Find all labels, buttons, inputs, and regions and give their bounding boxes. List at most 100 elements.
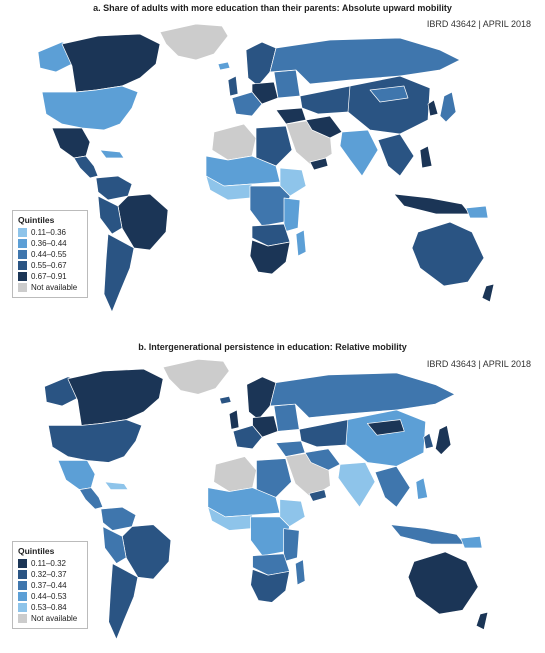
legend-label: 0.53–0.84: [31, 603, 67, 612]
region-scandinavia: [245, 41, 277, 87]
region-canada: [67, 368, 164, 426]
region-eastern-europe: [273, 403, 300, 432]
legend-item: 0.44–0.55: [18, 249, 82, 260]
map-panel-b: b. Intergenerational persistence in educ…: [0, 336, 545, 653]
region-southeast-asia: [374, 465, 411, 508]
region-indonesia: [393, 193, 471, 215]
legend-item: 0.11–0.32: [18, 558, 82, 569]
legend-swatch: [18, 261, 27, 270]
legend-swatch: [18, 581, 27, 590]
region-uk: [228, 409, 240, 430]
region-central-america: [79, 487, 104, 510]
legend-item: 0.55–0.67: [18, 260, 82, 271]
region-korea: [427, 99, 439, 117]
region-southern-cone: [103, 233, 135, 313]
region-canada: [61, 33, 161, 93]
legend-label: 0.36–0.44: [31, 239, 67, 248]
region-east-africa: [283, 528, 300, 562]
legend-label: 0.32–0.37: [31, 570, 67, 579]
region-mongolia: [369, 85, 409, 103]
region-iceland: [217, 61, 231, 71]
region-yemen: [309, 157, 329, 171]
legend-swatch: [18, 239, 27, 248]
region-japan: [439, 91, 457, 123]
region-china: [347, 75, 431, 135]
region-korea: [423, 432, 434, 450]
region-north-africa-east: [256, 458, 292, 498]
legend-label: 0.67–0.91: [31, 272, 67, 281]
region-northern-south-america: [95, 175, 133, 201]
region-mongolia: [366, 419, 405, 436]
region-japan: [435, 425, 452, 455]
region-andes: [102, 526, 127, 564]
region-madagascar: [295, 229, 307, 257]
legend-swatch: [18, 272, 27, 281]
region-central-europe: [251, 81, 279, 105]
region-usa: [41, 85, 139, 131]
region-southern-africa: [250, 569, 290, 603]
region-australia: [411, 221, 485, 287]
region-south-asia: [339, 129, 379, 177]
region-north-africa-west: [213, 456, 257, 492]
region-central-europe: [252, 415, 279, 438]
region-greenland: [159, 23, 229, 61]
legend-label: 0.44–0.53: [31, 592, 67, 601]
legend-item: 0.11–0.36: [18, 227, 82, 238]
region-north-africa-west: [211, 123, 257, 161]
region-central-america: [73, 155, 99, 179]
legend-swatch: [18, 614, 27, 623]
region-north-africa-east: [255, 125, 293, 167]
region-philippines: [415, 477, 428, 500]
legend-label: 0.11–0.32: [31, 559, 66, 568]
region-southern-cone: [108, 563, 139, 640]
legend-label: Not available: [31, 283, 78, 292]
region-russia: [269, 37, 461, 85]
region-south-asia: [337, 462, 376, 508]
legend-swatch: [18, 570, 27, 579]
region-brazil: [117, 193, 169, 251]
legend-swatch: [18, 592, 27, 601]
legend-swatch: [18, 250, 27, 259]
region-greenland: [162, 358, 230, 395]
region-brazil: [121, 524, 172, 580]
map-a-ibrd: IBRD 43642 | APRIL 2018: [426, 19, 531, 29]
world-map-b: [44, 358, 489, 640]
legend-swatch: [18, 283, 27, 292]
region-western-europe: [232, 425, 263, 450]
region-southern-africa: [249, 239, 291, 275]
legend-item: 0.32–0.37: [18, 569, 82, 580]
region-usa: [48, 419, 143, 463]
region-uk: [227, 75, 239, 97]
region-madagascar: [295, 559, 306, 586]
region-china: [345, 409, 426, 467]
region-horn-of-africa: [279, 499, 306, 527]
legend-title: Quintiles: [18, 546, 55, 556]
region-andes: [97, 195, 123, 235]
world-map-a: [37, 23, 495, 313]
legend-item: 0.44–0.53: [18, 591, 82, 602]
legend-label: 0.44–0.55: [31, 250, 67, 259]
map-a-legend: Quintiles 0.11–0.36 0.36–0.44 0.44–0.55 …: [12, 210, 88, 298]
map-b-title: b. Intergenerational persistence in educ…: [138, 342, 407, 352]
region-russia: [269, 372, 456, 419]
legend-swatch: [18, 603, 27, 612]
legend-title: Quintiles: [18, 215, 55, 225]
region-scandinavia: [246, 376, 277, 420]
legend-item: 0.36–0.44: [18, 238, 82, 249]
legend-item: 0.53–0.84: [18, 602, 82, 613]
legend-item: Not available: [18, 613, 82, 624]
region-new-zealand: [475, 611, 489, 631]
map-b-legend: Quintiles 0.11–0.32 0.32–0.37 0.37–0.44 …: [12, 541, 88, 629]
region-indonesia: [390, 524, 465, 545]
legend-swatch: [18, 228, 27, 237]
region-western-europe: [231, 91, 263, 117]
map-panel-a: a. Share of adults with more education t…: [0, 0, 545, 326]
region-mexico: [57, 460, 96, 490]
region-caribbean: [104, 481, 129, 490]
region-horn-of-africa: [279, 167, 307, 197]
map-a-title: a. Share of adults with more education t…: [93, 3, 452, 13]
region-new-zealand: [481, 283, 495, 303]
region-png: [460, 535, 483, 549]
legend-label: 0.55–0.67: [31, 261, 67, 270]
region-caribbean: [99, 149, 125, 159]
